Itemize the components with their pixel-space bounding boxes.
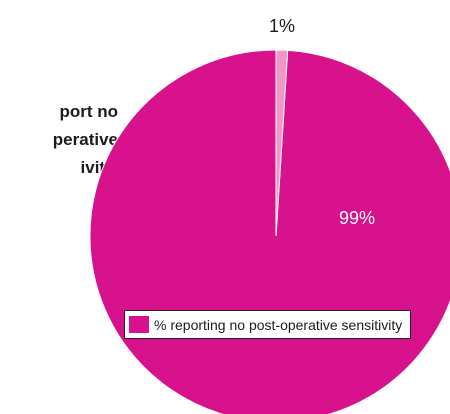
legend-swatch	[129, 316, 149, 333]
legend-label: % reporting no post-operative sensitivit…	[154, 316, 403, 333]
legend: % reporting no post-operative sensitivit…	[124, 310, 412, 339]
pie-labels: 99% 1%	[269, 16, 375, 228]
side-caption-line-2: perative	[52, 130, 118, 149]
pie-label-main: 99%	[339, 208, 375, 228]
pie-slice-minor	[275, 49, 289, 237]
pie-slices	[89, 49, 450, 414]
pie-slice-main	[89, 49, 450, 414]
side-caption-line-1: port no	[59, 102, 118, 121]
pie-label-minor: 1%	[269, 16, 295, 36]
